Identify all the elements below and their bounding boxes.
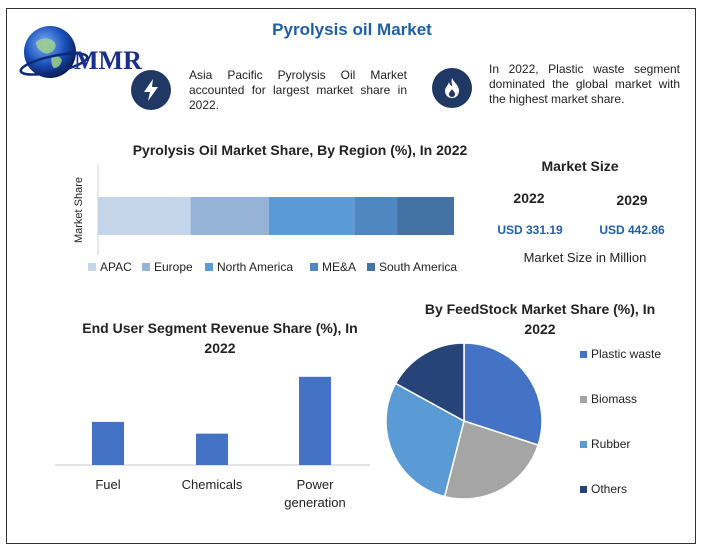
pie-slice-plastic-waste bbox=[463, 342, 543, 447]
region-legend-item: North America bbox=[205, 260, 293, 274]
enduser-category-label: Fuel bbox=[95, 477, 120, 492]
enduser-bar bbox=[196, 433, 228, 465]
logo-text: MMR bbox=[74, 46, 142, 75]
region-legend-item: ME&A bbox=[310, 260, 356, 274]
pie-slice-rubber bbox=[385, 382, 465, 498]
market-size-value-2022: USD 331.19 bbox=[497, 223, 563, 237]
region-legend-item: South America bbox=[367, 260, 457, 274]
infographic-frame bbox=[6, 8, 696, 544]
lightning-icon bbox=[144, 79, 158, 101]
market-size-value-2029: USD 442.86 bbox=[599, 223, 665, 237]
pie-legend-label: Biomass bbox=[591, 392, 637, 406]
feedstock-chart-title: By FeedStock Market Share (%), In 2022 bbox=[424, 301, 656, 337]
market-size-note: Market Size in Million bbox=[523, 250, 647, 265]
pie-legend-swatch bbox=[580, 351, 587, 358]
enduser-chart-title: End User Segment Revenue Share (%), In 2… bbox=[82, 320, 358, 356]
mmr-logo: MMR bbox=[18, 20, 158, 90]
callout-flame-badge bbox=[432, 68, 472, 108]
callout-text-region: Asia Pacific Pyrolysis Oil Market accoun… bbox=[189, 68, 407, 112]
legend-swatch bbox=[205, 263, 213, 271]
enduser-category-label: Power bbox=[297, 477, 335, 492]
region-legend-label: APAC bbox=[100, 260, 132, 274]
pie-legend-label: Rubber bbox=[591, 437, 630, 451]
pie-legend-swatch bbox=[580, 396, 587, 403]
page-title: Pyrolysis oil Market bbox=[272, 20, 432, 39]
region-bar-segment-me-a bbox=[354, 197, 398, 235]
region-chart-title: Pyrolysis Oil Market Share, By Region (%… bbox=[132, 142, 468, 158]
pie-legend-label: Plastic waste bbox=[591, 347, 661, 361]
region-legend-label: ME&A bbox=[322, 260, 357, 274]
feedstock-chart: Plastic waste Biomass Rubber Others bbox=[385, 342, 661, 500]
region-bar-segment-apac bbox=[98, 197, 191, 235]
region-bar-segment-europe bbox=[190, 197, 269, 235]
region-legend-item: Europe bbox=[142, 260, 193, 274]
region-legend-label: North America bbox=[217, 260, 294, 274]
pie-slice-biomass bbox=[443, 420, 540, 500]
callout-lightning-badge bbox=[131, 70, 171, 110]
flame-icon bbox=[445, 78, 459, 98]
pie-slice-others bbox=[394, 342, 465, 423]
enduser-bar bbox=[299, 376, 331, 465]
region-legend-label: Europe bbox=[154, 260, 193, 274]
region-legend-label: South America bbox=[379, 260, 458, 274]
pie-legend-label: Others bbox=[591, 482, 627, 496]
enduser-category-label: generation bbox=[284, 495, 345, 510]
region-legend-item: APAC bbox=[88, 260, 132, 274]
market-size-title: Market Size bbox=[541, 158, 619, 174]
market-size-year-2022: 2022 bbox=[513, 190, 545, 206]
legend-swatch bbox=[142, 263, 150, 271]
enduser-category-label: Chemicals bbox=[182, 477, 243, 492]
region-chart: Market Share bbox=[73, 165, 454, 255]
pie-legend-swatch bbox=[580, 486, 587, 493]
legend-swatch bbox=[367, 263, 375, 271]
enduser-bar bbox=[92, 421, 124, 465]
callout-text-feedstock: In 2022, Plastic waste segment dominated… bbox=[489, 62, 680, 106]
enduser-chart: Fuel Chemicals Power generation bbox=[55, 376, 370, 510]
market-size-year-2029: 2029 bbox=[616, 192, 648, 208]
legend-swatch bbox=[88, 263, 96, 271]
region-bar-segment-north-america bbox=[268, 197, 355, 235]
region-chart-ylabel: Market Share bbox=[73, 177, 85, 243]
region-bar-segment-south-america bbox=[397, 197, 454, 235]
pie-legend-swatch bbox=[580, 441, 587, 448]
legend-swatch bbox=[310, 263, 318, 271]
